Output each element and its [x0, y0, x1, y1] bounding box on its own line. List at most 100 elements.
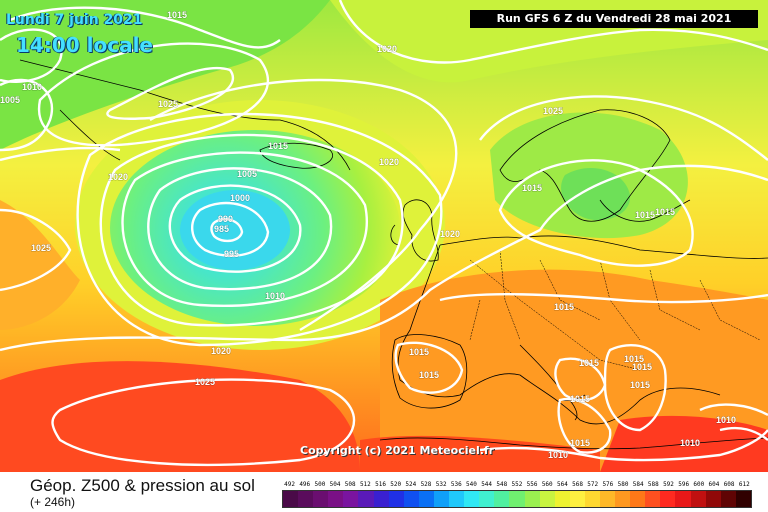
isobar-label: 1020 — [211, 346, 231, 356]
field-red-s — [360, 435, 600, 472]
color-scale-swatch — [479, 491, 495, 507]
isobar-label: 1015 — [655, 207, 675, 217]
color-scale-label: 576 — [602, 481, 614, 488]
color-scale-swatch — [524, 491, 540, 507]
legend-footer: Géop. Z500 & pression au sol (+ 246h) 49… — [0, 472, 768, 512]
isobar-low-990 — [191, 201, 270, 257]
copyright-notice: Copyright (c) 2021 Meteociel.fr — [300, 444, 495, 457]
color-scale-label: 588 — [647, 481, 659, 488]
color-scale-label: 592 — [663, 481, 674, 488]
isobar-label: 1015 — [268, 141, 288, 151]
coast-iceland — [259, 142, 333, 169]
isobar-label: 1015 — [632, 362, 652, 372]
geopotential-map: 1015 1010 1005 1025 1020 1020 1015 1005 … — [0, 0, 768, 472]
isobar-label: 1025 — [31, 243, 51, 253]
color-scale-swatch — [433, 491, 450, 507]
color-scale-swatch — [720, 491, 736, 507]
color-scale-label: 580 — [617, 481, 629, 488]
color-scale-label: 496 — [299, 481, 311, 488]
isobar-low-995 — [168, 184, 302, 273]
coast-africa — [379, 437, 768, 450]
color-scale-label: 504 — [329, 481, 341, 488]
isobar-label: 1010 — [680, 438, 700, 448]
isobar-label: 1020 — [379, 157, 399, 167]
color-scale-label: 564 — [556, 481, 568, 488]
color-scale-label: 508 — [344, 481, 356, 488]
isobar-label: 995 — [224, 249, 239, 259]
field-scandinavia-core — [561, 167, 631, 221]
isobar-label: 1015 — [635, 210, 655, 220]
color-scale-swatch — [599, 491, 616, 507]
field-orange-west — [0, 200, 80, 330]
color-scale-label: 568 — [572, 481, 583, 488]
isobar-1020-n — [0, 78, 458, 332]
isobar-1015-italy — [554, 357, 607, 402]
color-scale-label: 600 — [693, 481, 705, 488]
color-scale-swatch — [328, 491, 344, 507]
isobar-label: 1025 — [158, 99, 178, 109]
color-scale-swatch — [358, 491, 374, 507]
isobar-label: 1010 — [548, 450, 568, 460]
color-scale-swatch — [615, 491, 631, 507]
color-scale-swatch — [403, 491, 419, 507]
color-scale-swatch — [313, 491, 329, 507]
color-scale-swatch — [690, 491, 706, 507]
color-scale-label: 596 — [678, 481, 690, 488]
coast-baltic — [599, 199, 691, 222]
isobar-1015-scand — [498, 159, 694, 267]
isobar-label: 1015 — [167, 10, 187, 20]
isobar-1025-w — [0, 208, 72, 292]
isobar-1025-sw — [51, 378, 356, 467]
isobar-label: 1010 — [716, 415, 736, 425]
isobar-label: 1020 — [377, 44, 397, 54]
color-scale-swatch — [645, 491, 661, 507]
isobar-label: 1005 — [237, 169, 257, 179]
color-scale-swatch — [343, 491, 359, 507]
forecast-local-time: 14:00 locale — [16, 33, 153, 57]
color-scale-swatch — [735, 491, 751, 507]
isobar-label: 1010 — [265, 291, 285, 301]
isobar-1015-greece — [603, 343, 667, 432]
color-scale-swatch — [418, 491, 434, 507]
isobar-1025-greenland — [106, 66, 234, 120]
isobar-1010-africa — [479, 429, 768, 462]
isobar-1010-top — [0, 78, 53, 152]
color-scale-label: 608 — [723, 481, 735, 488]
color-scale-swatch — [569, 491, 585, 507]
isobar-low-1010 — [99, 133, 404, 327]
color-scale-swatch — [554, 491, 570, 507]
color-scale-swatch — [539, 491, 555, 507]
color-scale-swatch — [509, 491, 525, 507]
isobar-1010-east — [699, 403, 768, 441]
isobar-1020-top — [338, 0, 768, 64]
color-scale-label: 512 — [359, 481, 371, 488]
color-scale-swatch — [283, 491, 299, 507]
isobar-1020-greenland — [37, 42, 269, 147]
color-scale-label: 524 — [405, 481, 417, 488]
isobar-label: 1015 — [522, 183, 542, 193]
color-scale-swatch — [660, 491, 676, 507]
color-scale-label: 544 — [481, 481, 493, 488]
isobar-label: 990 — [218, 214, 233, 224]
isobar-1005-top — [0, 28, 63, 83]
color-scale-label: 536 — [450, 481, 462, 488]
color-scale-swatch — [630, 491, 646, 507]
color-scale-label: 604 — [708, 481, 720, 488]
isobar-label: 1025 — [543, 106, 563, 116]
isobar-1015-europe — [439, 293, 768, 304]
isobar-label: 1020 — [440, 229, 460, 239]
color-scale-label: 556 — [526, 481, 538, 488]
color-scale-label: 532 — [435, 481, 447, 488]
isobar-1020-mid — [0, 164, 768, 352]
color-scale-label: 500 — [314, 481, 326, 488]
coast-europe — [397, 235, 768, 425]
isobar-label: 1015 — [570, 438, 590, 448]
isobar-1015-ring — [76, 112, 443, 347]
isobar-1015-top — [9, 6, 281, 49]
isobar-label: 1015 — [624, 354, 644, 364]
coast-greenland — [19, 59, 351, 171]
isobar-label: 1015 — [419, 370, 439, 380]
color-scale-label: 572 — [587, 481, 599, 488]
isobar-label: 1010 — [22, 82, 42, 92]
color-scale-swatches — [282, 490, 752, 508]
